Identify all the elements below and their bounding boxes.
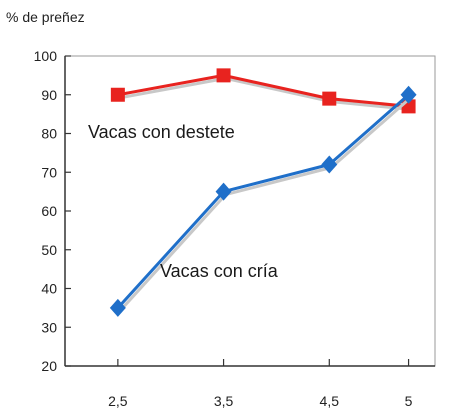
series-layer (109, 68, 417, 317)
y-tick-label: 50 (41, 242, 57, 258)
data-point-destete (110, 87, 125, 102)
y-tick-label: 40 (41, 281, 57, 297)
y-axis-label: % de preñez (6, 9, 85, 25)
y-tick-label: 60 (41, 203, 57, 219)
series-line-destete (117, 73, 409, 108)
series-shadow-cria (118, 96, 412, 312)
data-point-destete (322, 91, 337, 106)
data-point-destete (216, 68, 231, 83)
x-tick-label: 5 (405, 393, 413, 409)
data-point-cria (321, 155, 338, 174)
y-tick-label: 80 (41, 126, 57, 142)
annotation-vacas-con-destete: Vacas con destete (88, 122, 235, 142)
x-tick-label: 2,5 (108, 393, 128, 409)
series-line-cria (116, 93, 410, 309)
y-tick-label: 70 (41, 164, 57, 180)
y-tick-label: 90 (41, 87, 57, 103)
data-point-cria (215, 182, 232, 201)
data-point-cria (109, 298, 126, 317)
x-tick-label: 3,5 (214, 393, 234, 409)
series-shadow-destete (119, 76, 411, 111)
y-tick-label: 20 (41, 358, 57, 374)
data-point-cria (400, 85, 417, 104)
annotation-vacas-con-cria: Vacas con cría (160, 261, 279, 281)
y-tick-label: 100 (34, 48, 58, 64)
x-axis-ticks: 2,5 3,5 4,5 5 (108, 359, 413, 409)
y-tick-label: 30 (41, 319, 57, 335)
y-axis-ticks: 20 30 40 50 60 70 80 90 100 (34, 48, 71, 374)
x-tick-label: 4,5 (320, 393, 340, 409)
